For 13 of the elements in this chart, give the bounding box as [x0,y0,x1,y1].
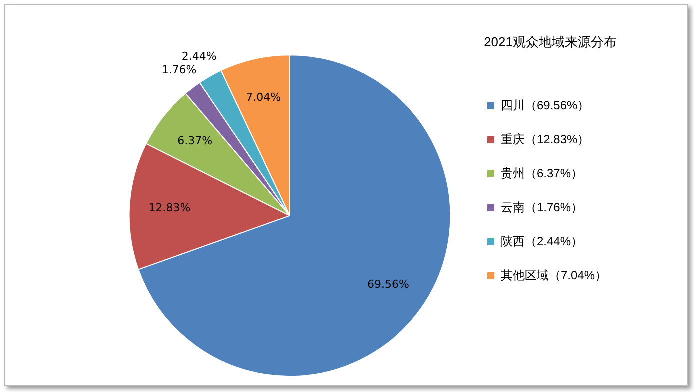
legend-label: 贵州（6.37%） [500,166,584,180]
data-label: 6.37% [178,134,213,148]
legend-label: 四川（69.56%） [500,98,590,112]
data-label: 69.56% [367,278,410,292]
data-label: 7.04% [246,91,282,104]
legend-label: 重庆（12.83%） [500,132,590,146]
legend-label: 陕西（2.44%） [500,234,584,248]
data-label: 2.44% [182,50,217,64]
chart-title: 2021观众地域来源分布 [484,34,617,50]
legend-label: 其他区域（7.04%） [500,268,608,282]
data-label: 12.83% [148,201,191,214]
data-label: 1.76% [162,63,197,76]
legend-label: 云南（1.76%） [500,200,584,214]
